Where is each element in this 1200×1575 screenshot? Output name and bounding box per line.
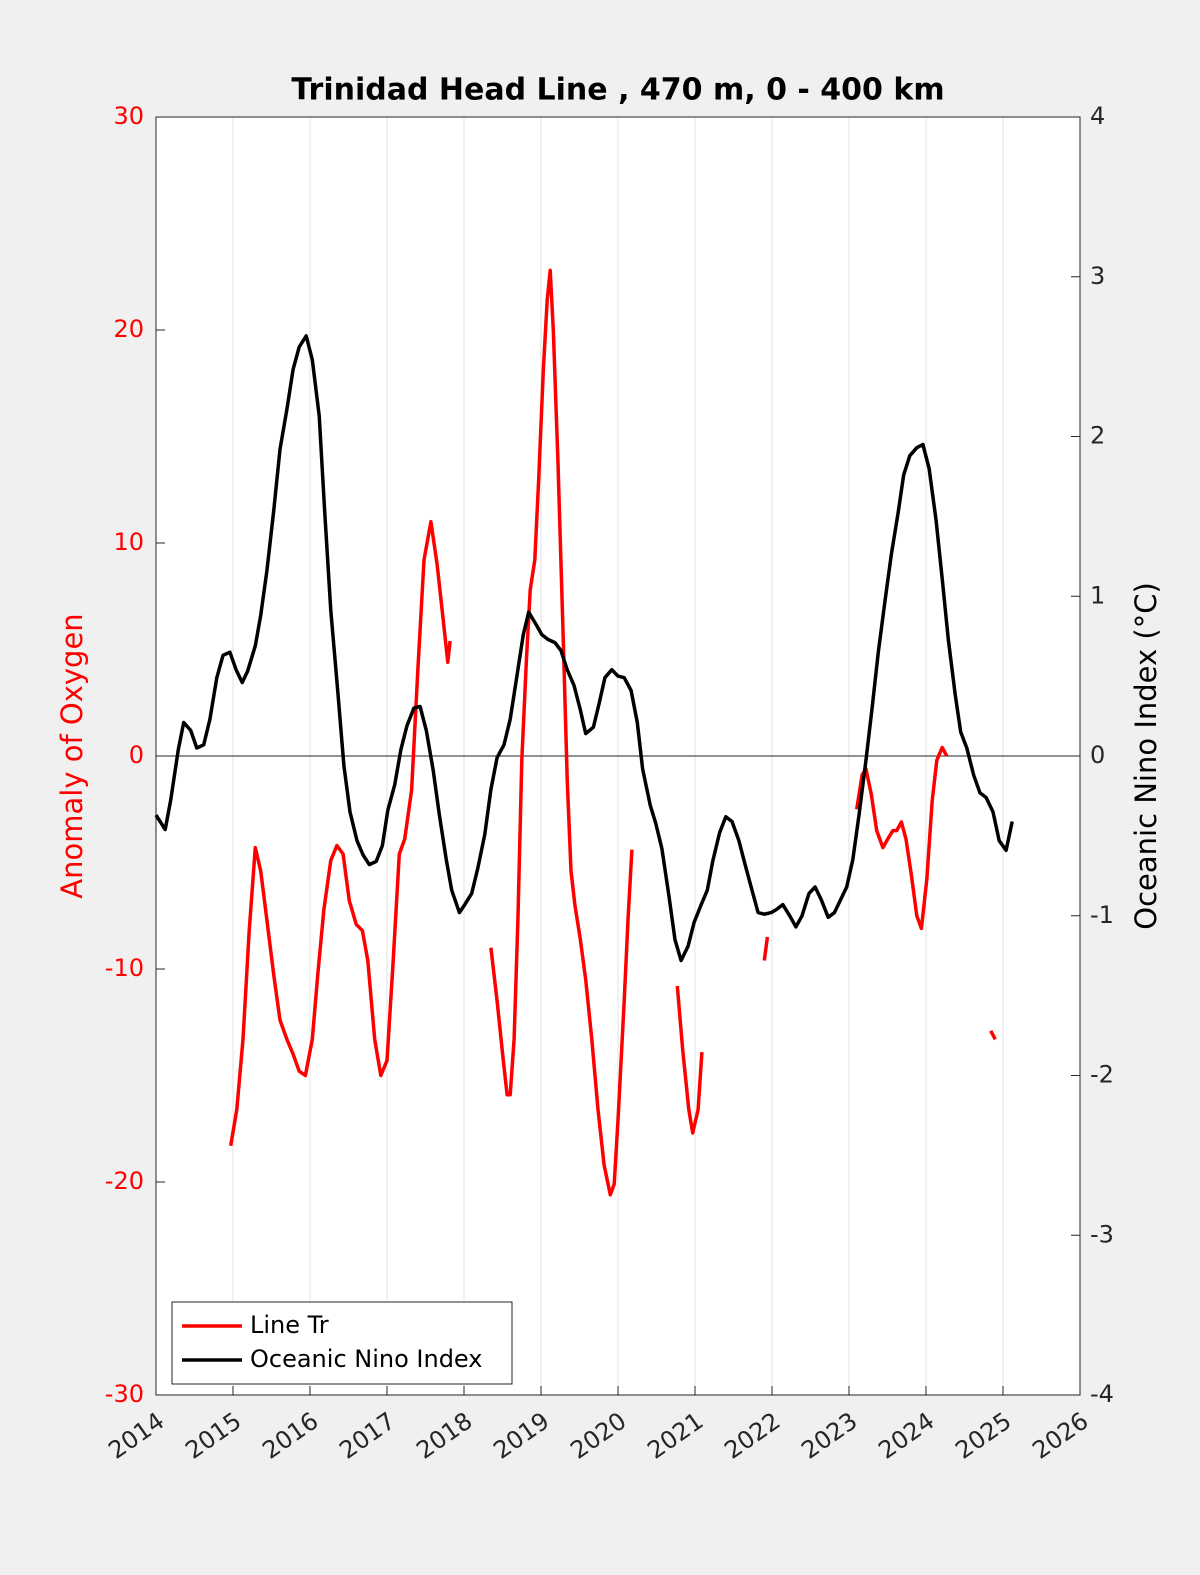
x-tick-label: 2018 bbox=[411, 1407, 477, 1465]
x-tick-label: 2014 bbox=[103, 1407, 169, 1465]
legend-label: Oceanic Nino Index bbox=[250, 1345, 482, 1373]
y-tick-label: -30 bbox=[105, 1380, 144, 1408]
x-tick-label: 2019 bbox=[488, 1407, 554, 1465]
legend-box bbox=[171, 1301, 513, 1385]
plot-frame bbox=[155, 116, 1081, 1396]
x-tick-label: 2023 bbox=[796, 1407, 862, 1465]
y-tick-label: 30 bbox=[113, 102, 144, 130]
x-tick-label: 2016 bbox=[257, 1407, 323, 1465]
y-tick-label: -20 bbox=[105, 1167, 144, 1195]
x-tick-label: 2015 bbox=[180, 1407, 246, 1465]
y2-axis-label: Oceanic Nino Index (°C) bbox=[1129, 582, 1163, 930]
y-tick-label: 0 bbox=[129, 741, 144, 769]
legend: Line Tr Oceanic Nino Index bbox=[171, 1301, 513, 1385]
y-tick-label: -10 bbox=[105, 954, 144, 982]
y2-tick-label: 2 bbox=[1090, 422, 1105, 450]
x-tick-label: 2025 bbox=[950, 1407, 1016, 1465]
legend-label: Line Tr bbox=[250, 1311, 329, 1339]
x-tick-label: 2020 bbox=[565, 1407, 631, 1465]
x-tick-label: 2026 bbox=[1027, 1407, 1093, 1465]
y2-tick-label: 3 bbox=[1090, 262, 1105, 290]
y-axis-label: Anomaly of Oxygen bbox=[55, 613, 89, 898]
y2-tick-label: 4 bbox=[1090, 102, 1105, 130]
y2-tick-label: -3 bbox=[1090, 1220, 1114, 1248]
x-tick-label: 2022 bbox=[719, 1407, 785, 1465]
y2-tick-label: 0 bbox=[1090, 741, 1105, 769]
y2-tick-label: -1 bbox=[1090, 901, 1114, 929]
chart-title: Trinidad Head Line , 470 m, 0 - 400 km bbox=[291, 73, 944, 108]
x-tick-label: 2017 bbox=[334, 1407, 400, 1465]
x-tick-label: 2024 bbox=[873, 1407, 939, 1465]
y2-tick-label: 1 bbox=[1090, 581, 1105, 609]
x-tick-label: 2021 bbox=[642, 1407, 708, 1465]
y-tick-label: 10 bbox=[113, 528, 144, 556]
y2-tick-label: -4 bbox=[1090, 1380, 1114, 1408]
y2-tick-label: -2 bbox=[1090, 1061, 1114, 1089]
y-tick-label: 20 bbox=[113, 315, 144, 343]
series-line bbox=[154, 334, 1014, 963]
series-line bbox=[228, 268, 997, 1197]
